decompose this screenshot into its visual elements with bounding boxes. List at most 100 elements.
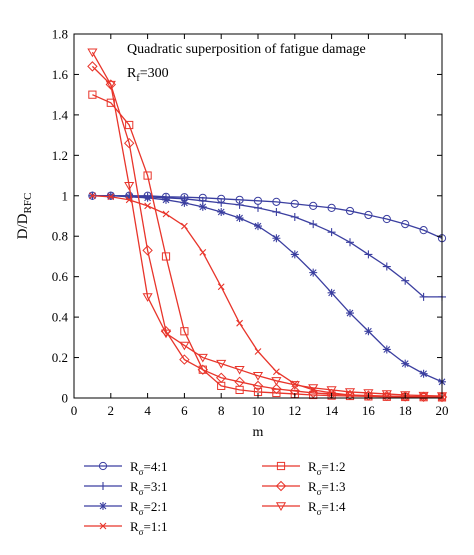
data-point [197, 364, 209, 375]
data-point [326, 386, 337, 395]
data-point [290, 213, 299, 222]
data-point [418, 391, 429, 401]
data-point [88, 90, 97, 99]
data-point [215, 372, 227, 383]
data-point [235, 200, 244, 209]
data-point [381, 390, 392, 399]
data-point [345, 206, 355, 216]
data-point [363, 389, 374, 398]
y-tick-label: 1 [62, 188, 69, 203]
y-tick-label: 0.2 [52, 350, 68, 365]
y-axis-label: D/DRFC [15, 193, 34, 240]
data-point [161, 252, 171, 261]
data-point [363, 390, 374, 401]
chart-subtitle: Rf=300 [127, 66, 169, 84]
legend-marker [276, 461, 286, 471]
data-point [144, 202, 151, 210]
series-4-1 [88, 191, 447, 243]
y-tick-label: 1.8 [52, 27, 68, 42]
legend: Rσ=4:1 Rσ=3:1 Rσ=2:1 Rσ=1:1 Rσ=1:2 Rσ=1:3 Rσ=1… [84, 459, 346, 537]
legend-item-1-2: Rσ=1:2 [262, 459, 345, 477]
data-point [290, 250, 299, 259]
data-point [198, 202, 207, 211]
x-tick-label: 14 [325, 403, 339, 418]
y-axis-label-group: D/DRFC [15, 193, 34, 240]
data-point [234, 376, 245, 388]
data-point [364, 210, 373, 220]
legend-marker [99, 522, 107, 530]
data-point [217, 207, 226, 216]
x-axis-label: m [253, 425, 264, 440]
data-point [105, 80, 116, 90]
x-tick-label: 2 [108, 403, 115, 418]
data-point [87, 61, 98, 72]
y-tick-label: 0 [62, 391, 69, 406]
data-point [125, 120, 134, 130]
legend-label: Rσ=1:3 [308, 479, 345, 497]
data-point [419, 369, 428, 378]
series-3-1 [88, 191, 446, 301]
data-point [162, 195, 170, 204]
data-point [125, 192, 134, 201]
legend-label: Rσ=1:2 [308, 459, 345, 477]
data-point [160, 329, 172, 339]
data-point [364, 250, 373, 259]
data-point [89, 192, 96, 200]
data-point [142, 293, 153, 302]
data-point [401, 276, 410, 285]
data-point [364, 327, 373, 336]
data-point [382, 214, 391, 224]
data-point [401, 219, 410, 229]
legend-item-1-1: Rσ=1:1 [84, 519, 167, 537]
data-point [327, 203, 336, 213]
series-line [91, 51, 443, 397]
data-point [198, 365, 207, 374]
y-tick-label: 1.6 [52, 67, 69, 82]
data-point [308, 384, 319, 393]
data-point [107, 193, 115, 201]
series-2-1 [88, 191, 446, 386]
plot-frame [73, 33, 443, 399]
legend-marker [99, 502, 107, 510]
data-point [142, 245, 153, 256]
data-point [143, 171, 152, 180]
data-point [271, 383, 282, 395]
x-tick-label: 12 [288, 403, 301, 418]
data-point [327, 391, 336, 400]
data-point [309, 220, 318, 229]
data-point [143, 193, 152, 202]
series-line [91, 65, 443, 398]
chart-title: Quadratic superposition of fatigue damag… [127, 42, 366, 57]
data-point [419, 292, 428, 301]
data-point [106, 191, 115, 200]
legend-item-1-3: Rσ=1:3 [262, 479, 345, 497]
plot-area [87, 48, 448, 403]
data-point [382, 345, 391, 354]
series-1-4 [87, 48, 448, 401]
legend-item-3-1: Rσ=3:1 [84, 479, 167, 497]
legend-label: Rσ=4:1 [130, 459, 167, 477]
data-point [327, 228, 336, 237]
data-point [327, 288, 336, 297]
y-tick-label: 0.8 [52, 229, 68, 244]
data-point [401, 359, 410, 368]
y-tick-label: 0.6 [52, 269, 69, 284]
x-tick-label: 6 [181, 403, 188, 418]
data-point [87, 48, 98, 58]
data-point [254, 348, 262, 355]
legend-label: Rσ=1:1 [130, 519, 167, 537]
data-point [400, 391, 411, 400]
x-tick-label: 20 [436, 403, 449, 418]
x-tick-label: 16 [362, 403, 376, 418]
data-point [252, 380, 264, 392]
legend-marker [98, 461, 108, 471]
data-point [382, 262, 391, 271]
y-tick-label: 1.4 [52, 107, 69, 122]
data-point [217, 283, 225, 291]
data-point [235, 214, 244, 223]
data-point [180, 327, 189, 336]
legend-item-1-4: Rσ=1:4 [262, 499, 346, 517]
y-tick-label: 1.2 [52, 148, 68, 163]
data-point [254, 222, 262, 231]
